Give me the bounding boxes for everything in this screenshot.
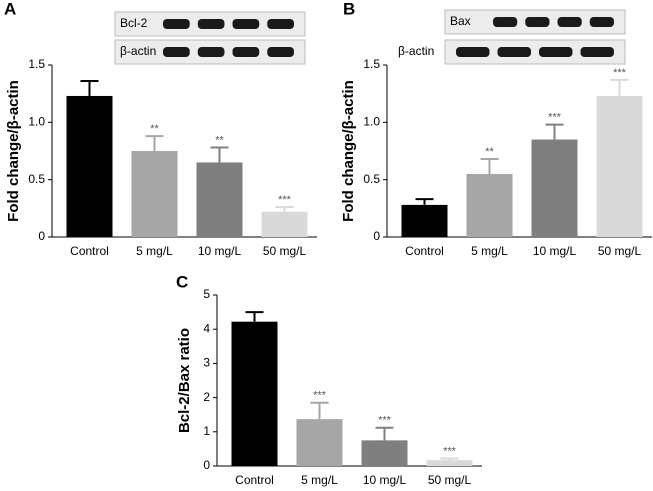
- significance: **: [215, 134, 224, 146]
- bar: [196, 162, 243, 237]
- blot-band: [163, 19, 190, 29]
- y-tick-label: 0: [38, 229, 45, 243]
- x-tick-label: 10 mg/L: [198, 244, 242, 258]
- y-tick-label: 1.0: [28, 115, 45, 129]
- blot-band: [197, 47, 225, 57]
- x-tick-label: Control: [70, 244, 109, 258]
- x-tick-label: Control: [235, 473, 274, 487]
- significance: ***: [443, 445, 457, 457]
- significance: ***: [313, 390, 327, 402]
- y-tick-label: 0: [373, 229, 380, 243]
- y-tick-label: 4: [203, 321, 210, 335]
- y-tick-label: 2: [203, 390, 210, 404]
- blot-band: [580, 47, 614, 57]
- blot-band: [456, 47, 490, 57]
- blot-band: [539, 47, 573, 57]
- y-tick-label: 1: [203, 424, 210, 438]
- panel-label: C: [176, 272, 188, 291]
- blot-label: Bax: [450, 14, 471, 28]
- blot-label: Bcl-2: [120, 16, 148, 30]
- y-tick-label: 1.0: [363, 115, 380, 129]
- bar: [596, 95, 643, 238]
- bar: [531, 139, 578, 237]
- blot-label: β-actin: [398, 44, 434, 58]
- y-axis-label: Bcl-2/Bax ratio: [176, 328, 193, 433]
- x-tick-label: 50 mg/L: [263, 244, 307, 258]
- blot-band: [232, 47, 260, 57]
- y-axis-label: Fold change/β-actin: [340, 80, 357, 222]
- x-tick-label: 50 mg/L: [598, 244, 642, 258]
- blot-band: [267, 47, 294, 57]
- blot-band: [557, 17, 582, 27]
- significance: ***: [278, 194, 292, 206]
- y-axis-label: Fold change/β-actin: [5, 80, 22, 222]
- x-tick-label: 5 mg/L: [301, 473, 338, 487]
- x-tick-label: 50 mg/L: [428, 473, 472, 487]
- panel-label: A: [4, 0, 16, 18]
- significance: **: [150, 123, 159, 135]
- y-tick-label: 5: [203, 287, 210, 301]
- bar: [131, 151, 178, 237]
- blot-band: [232, 19, 260, 29]
- panel-label: B: [343, 0, 355, 18]
- x-tick-label: Control: [405, 244, 444, 258]
- y-tick-label: 0.5: [28, 172, 45, 186]
- x-tick-label: 10 mg/L: [363, 473, 407, 487]
- blot-band: [497, 47, 531, 57]
- bar: [361, 440, 408, 466]
- y-tick-label: 1.5: [363, 57, 380, 71]
- bar: [401, 204, 448, 237]
- blot-label: β-actin: [120, 44, 156, 58]
- significance: ***: [548, 112, 562, 124]
- blot-band: [493, 17, 518, 27]
- blot-band: [267, 19, 294, 29]
- y-tick-label: 0: [203, 458, 210, 472]
- y-tick-label: 0.5: [363, 172, 380, 186]
- blot-band: [589, 17, 614, 27]
- significance: **: [485, 146, 494, 158]
- blot-band: [197, 19, 225, 29]
- significance: ***: [378, 415, 392, 427]
- blot-band: [163, 47, 190, 57]
- y-tick-label: 1.5: [28, 57, 45, 71]
- bar: [426, 460, 473, 466]
- x-tick-label: 5 mg/L: [471, 244, 508, 258]
- x-tick-label: 10 mg/L: [533, 244, 577, 258]
- blot-band: [525, 17, 550, 27]
- y-tick-label: 3: [203, 356, 210, 370]
- significance: ***: [613, 67, 627, 79]
- x-tick-label: 5 mg/L: [136, 244, 173, 258]
- bar: [296, 419, 343, 466]
- bar: [466, 173, 513, 237]
- bar: [66, 95, 113, 238]
- bar: [261, 211, 308, 237]
- bar: [231, 321, 278, 466]
